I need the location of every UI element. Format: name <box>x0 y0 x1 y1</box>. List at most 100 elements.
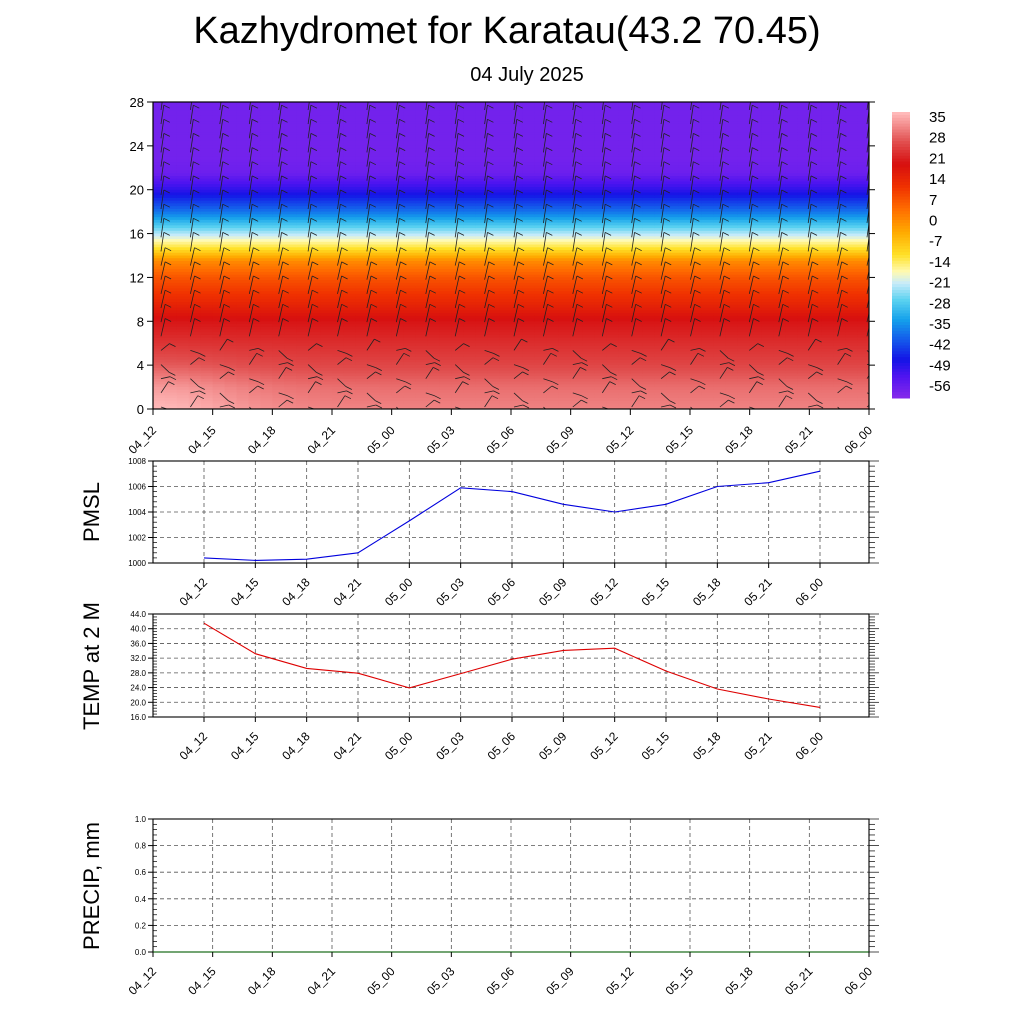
xsec-cell <box>224 356 238 361</box>
xsec-cell <box>272 241 285 246</box>
xsec-cell <box>248 110 261 114</box>
xsec-cell <box>594 373 608 377</box>
xsec-cell <box>153 359 166 363</box>
xsec-cell <box>367 214 381 218</box>
xsec-cell <box>582 134 596 139</box>
xsec-cell <box>308 280 321 284</box>
xsec-cell <box>320 195 333 199</box>
xsec-cell <box>153 247 166 251</box>
xsec-cell <box>343 343 357 347</box>
xsec-cell <box>355 230 369 235</box>
xsec-cell <box>200 318 214 322</box>
xsec-cell <box>475 148 488 152</box>
xsec-cell <box>570 307 584 311</box>
xsec-cell <box>320 129 333 133</box>
xsec-cell <box>164 367 178 372</box>
xsec-cell <box>534 195 548 199</box>
xsec-cell <box>594 219 608 224</box>
xsec-cell <box>487 398 500 402</box>
xsec-cell <box>403 318 417 322</box>
xsec-cell <box>403 233 417 237</box>
xsec-cell <box>499 356 512 361</box>
xsec-cell <box>451 348 464 353</box>
xsec-cell <box>248 200 261 205</box>
xsec-cell <box>367 211 381 215</box>
xsec-cell <box>308 186 321 191</box>
xsec-cell <box>176 384 190 388</box>
xsec-cell <box>522 110 536 114</box>
xsec-cell <box>188 329 202 333</box>
xsec-cell <box>534 115 548 120</box>
xsec-cell <box>582 176 596 180</box>
xsec-cell <box>427 252 440 257</box>
xsec-cell <box>308 211 321 215</box>
xsec-cell <box>236 148 250 152</box>
xsec-cell <box>534 269 548 273</box>
xsec-cell <box>511 208 524 213</box>
xsec-cell <box>427 307 440 311</box>
xsec-cell <box>475 189 488 194</box>
xsec-cell <box>451 184 464 188</box>
xsec-cell <box>403 230 417 235</box>
xsec-cell <box>511 189 524 194</box>
xsec-cell <box>355 307 369 311</box>
xsec-cell <box>475 206 488 210</box>
xsec-cell <box>415 148 429 152</box>
xsec-cell <box>260 211 273 215</box>
xsec-cell <box>582 104 596 109</box>
xsec-cell <box>427 373 440 377</box>
xsec-cell <box>594 277 608 281</box>
xsec-cell <box>164 387 178 391</box>
xsec-cell <box>594 310 608 314</box>
xsec-cell <box>320 337 333 342</box>
xsec-cell <box>522 334 536 339</box>
xsec-cell <box>176 219 190 224</box>
xsec-cell <box>511 406 524 409</box>
xsec-cell <box>522 197 536 202</box>
xsec-cell <box>236 359 250 363</box>
xsec-cell <box>558 118 572 122</box>
xsec-cell <box>320 211 333 215</box>
xsec-cell <box>296 313 309 317</box>
xsec-cell <box>487 362 500 366</box>
xsec-cell <box>499 121 512 125</box>
xsec-cell <box>260 280 273 284</box>
xsec-cell <box>296 266 309 270</box>
xsec-cell <box>558 121 572 125</box>
xsec-cell <box>594 217 608 221</box>
xsec-cell <box>308 148 321 152</box>
xsec-cell <box>606 250 619 254</box>
xsec-cell <box>200 181 214 185</box>
xsec-cell <box>296 340 309 344</box>
xsec-cell <box>451 326 464 331</box>
xsec-cell <box>522 313 536 317</box>
xsec-cell <box>320 406 333 409</box>
xsec-cell <box>224 236 238 240</box>
xsec-cell <box>499 293 512 298</box>
xsec-cell <box>379 354 393 358</box>
xsec-cell <box>379 162 393 166</box>
xsec-cell <box>355 110 369 114</box>
xsec-cell <box>642 181 655 185</box>
xsec-cell <box>200 406 214 409</box>
xsec-cell <box>475 343 488 347</box>
xsec-cell <box>320 376 333 380</box>
xsec-cell <box>379 208 393 213</box>
xsec-cell <box>296 233 309 237</box>
xsec-cell <box>439 239 452 243</box>
xsec-cell <box>439 140 452 144</box>
xsec-cell <box>678 250 691 254</box>
xsec-cell <box>678 121 691 125</box>
xsec-cell <box>534 250 548 254</box>
xsec-cell <box>606 236 619 240</box>
xsec-cell <box>308 315 321 320</box>
xsec-cell <box>439 255 452 259</box>
xsec-cell <box>260 252 273 257</box>
xsec-cell <box>212 376 226 380</box>
xsec-cell <box>546 252 560 257</box>
xsec-cell <box>439 244 452 248</box>
xsec-cell <box>164 121 178 125</box>
xsec-cell <box>511 252 524 257</box>
xsec-cell <box>391 266 405 270</box>
xsec-cell <box>153 403 166 407</box>
